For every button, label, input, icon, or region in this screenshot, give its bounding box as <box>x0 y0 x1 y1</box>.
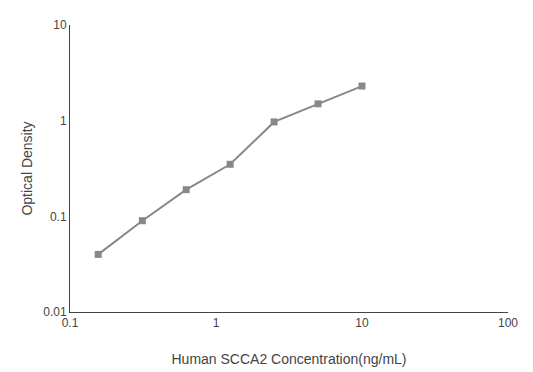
svg-text:10: 10 <box>53 18 67 32</box>
svg-text:10: 10 <box>355 316 369 330</box>
svg-text:100: 100 <box>498 316 518 330</box>
svg-text:1: 1 <box>60 114 67 128</box>
svg-text:0.1: 0.1 <box>62 316 79 330</box>
svg-text:Human SCCA2 Concentration(ng/m: Human SCCA2 Concentration(ng/mL) <box>172 351 407 367</box>
svg-text:1: 1 <box>213 316 220 330</box>
svg-text:0.1: 0.1 <box>50 210 67 224</box>
svg-text:Optical Density: Optical Density <box>19 121 35 215</box>
svg-text:0.01: 0.01 <box>43 305 67 319</box>
